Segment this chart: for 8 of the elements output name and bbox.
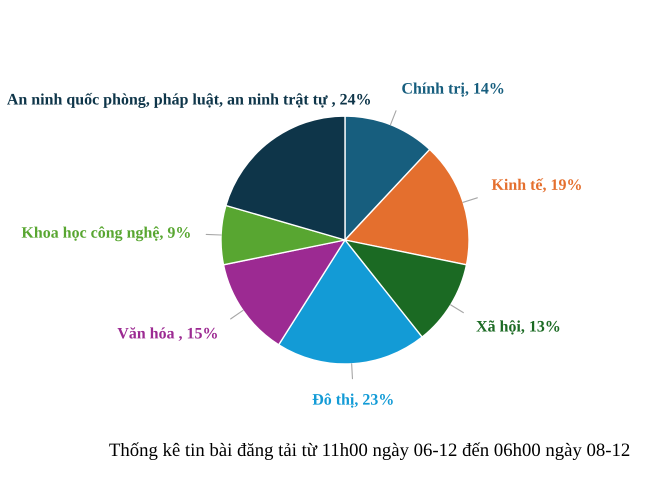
slice-label: Khoa học công nghệ, 9% (22, 226, 190, 242)
text: Thống kê tin bài đăng tải từ 11h00 ngày 06-12 đến 06h00 ngày 08-12 (109, 442, 630, 460)
slice-label: Chính trị, 14% (402, 82, 504, 97)
slice-label: Kinh tế, 19% (492, 178, 581, 192)
slice-label: Văn hóa , 15% (117, 327, 217, 341)
slice-label: Xã hội, 13% (476, 320, 560, 335)
slice-label: Đô thị, 23% (312, 393, 393, 408)
slice-label: An ninh quốc phòng, pháp luật, an ninh trật tự , 24% (7, 92, 370, 108)
